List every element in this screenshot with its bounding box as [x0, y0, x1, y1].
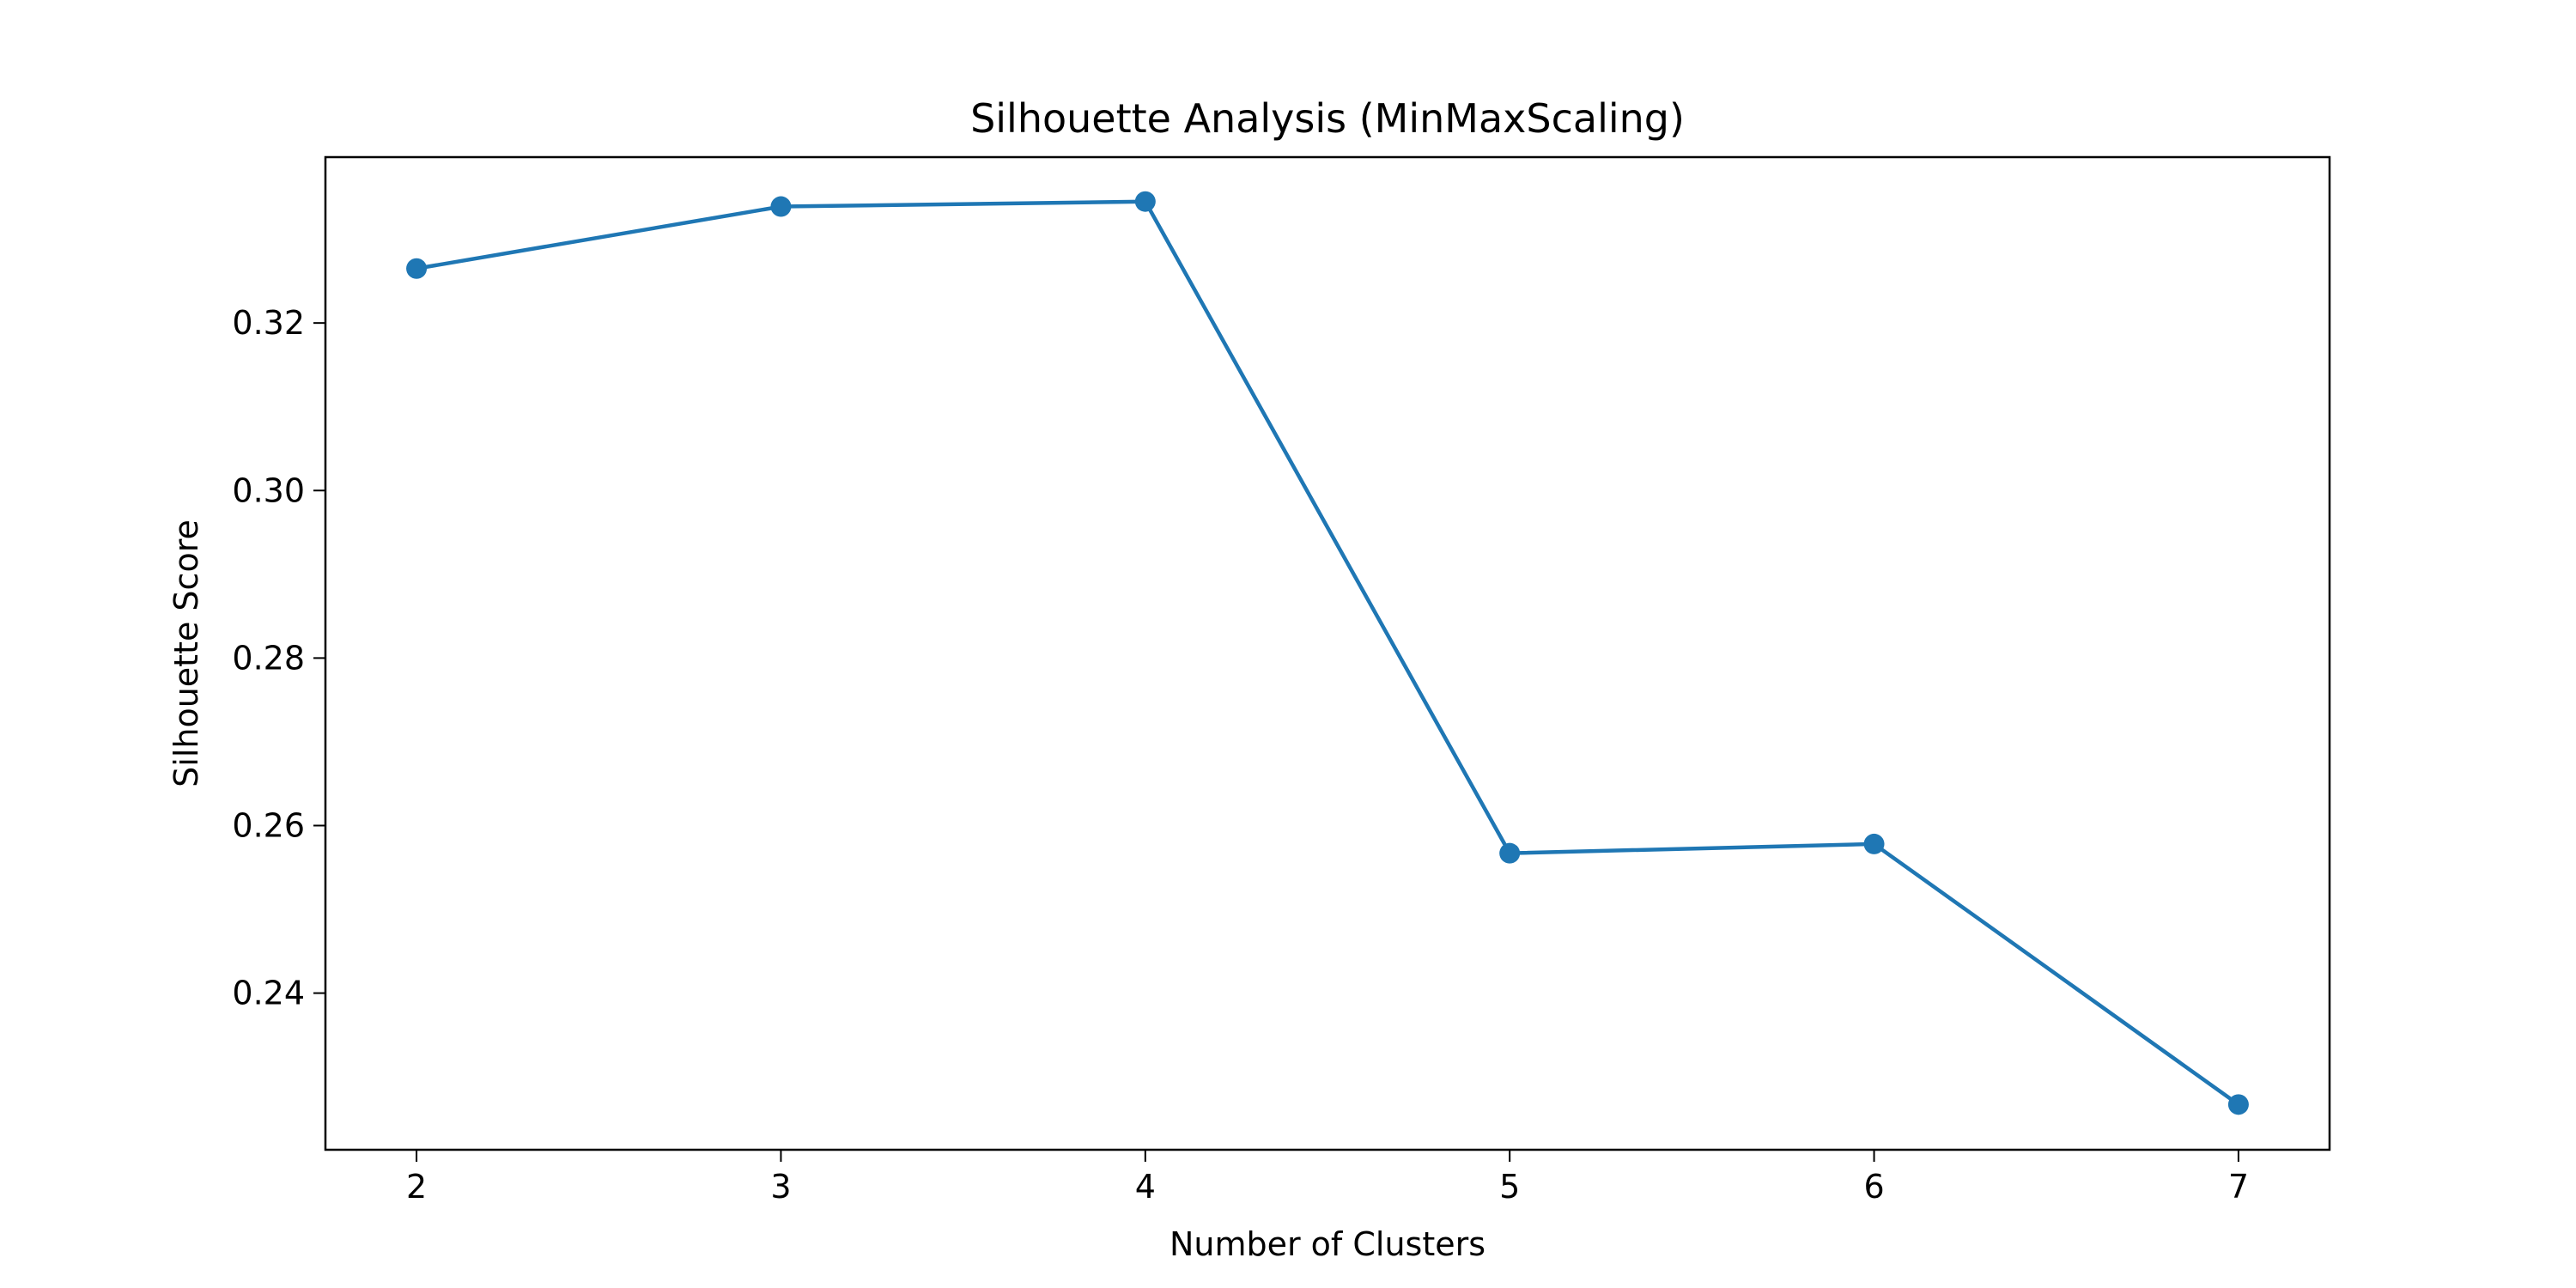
y-tick-label: 0.28 — [232, 639, 305, 677]
x-tick-label: 4 — [1135, 1168, 1156, 1206]
y-axis-label: Silhouette Score — [167, 519, 205, 787]
y-axis-ticks: 0.24 0.26 0.28 0.30 0.32 — [232, 304, 325, 1012]
plot-area: 2 3 4 5 6 7 0.24 0.26 0.28 0.30 0.32 — [232, 155, 2331, 1206]
x-tick-label: 2 — [406, 1168, 427, 1206]
series-line — [414, 199, 2241, 1107]
x-tick-label: 6 — [1863, 1168, 1884, 1206]
plot-frame — [324, 155, 2331, 1151]
chart-title: Silhouette Analysis (MinMaxScaling) — [970, 95, 1685, 142]
x-tick-label: 5 — [1499, 1168, 1520, 1206]
data-point — [2227, 1094, 2249, 1115]
x-axis-ticks: 2 3 4 5 6 7 — [406, 1150, 2249, 1206]
y-tick-label: 0.24 — [232, 975, 305, 1012]
x-axis-label: Number of Clusters — [1170, 1225, 1485, 1263]
x-tick-label: 7 — [2228, 1168, 2249, 1206]
data-point — [1134, 191, 1156, 212]
series-layer — [406, 191, 2249, 1115]
data-point — [1863, 833, 1885, 854]
x-tick-label: 3 — [770, 1168, 791, 1206]
data-point — [770, 196, 792, 217]
data-point — [406, 258, 428, 279]
y-tick-label: 0.30 — [232, 471, 305, 509]
y-tick-label: 0.32 — [232, 304, 305, 342]
y-tick-label: 0.26 — [232, 806, 305, 844]
data-point — [1499, 842, 1521, 864]
